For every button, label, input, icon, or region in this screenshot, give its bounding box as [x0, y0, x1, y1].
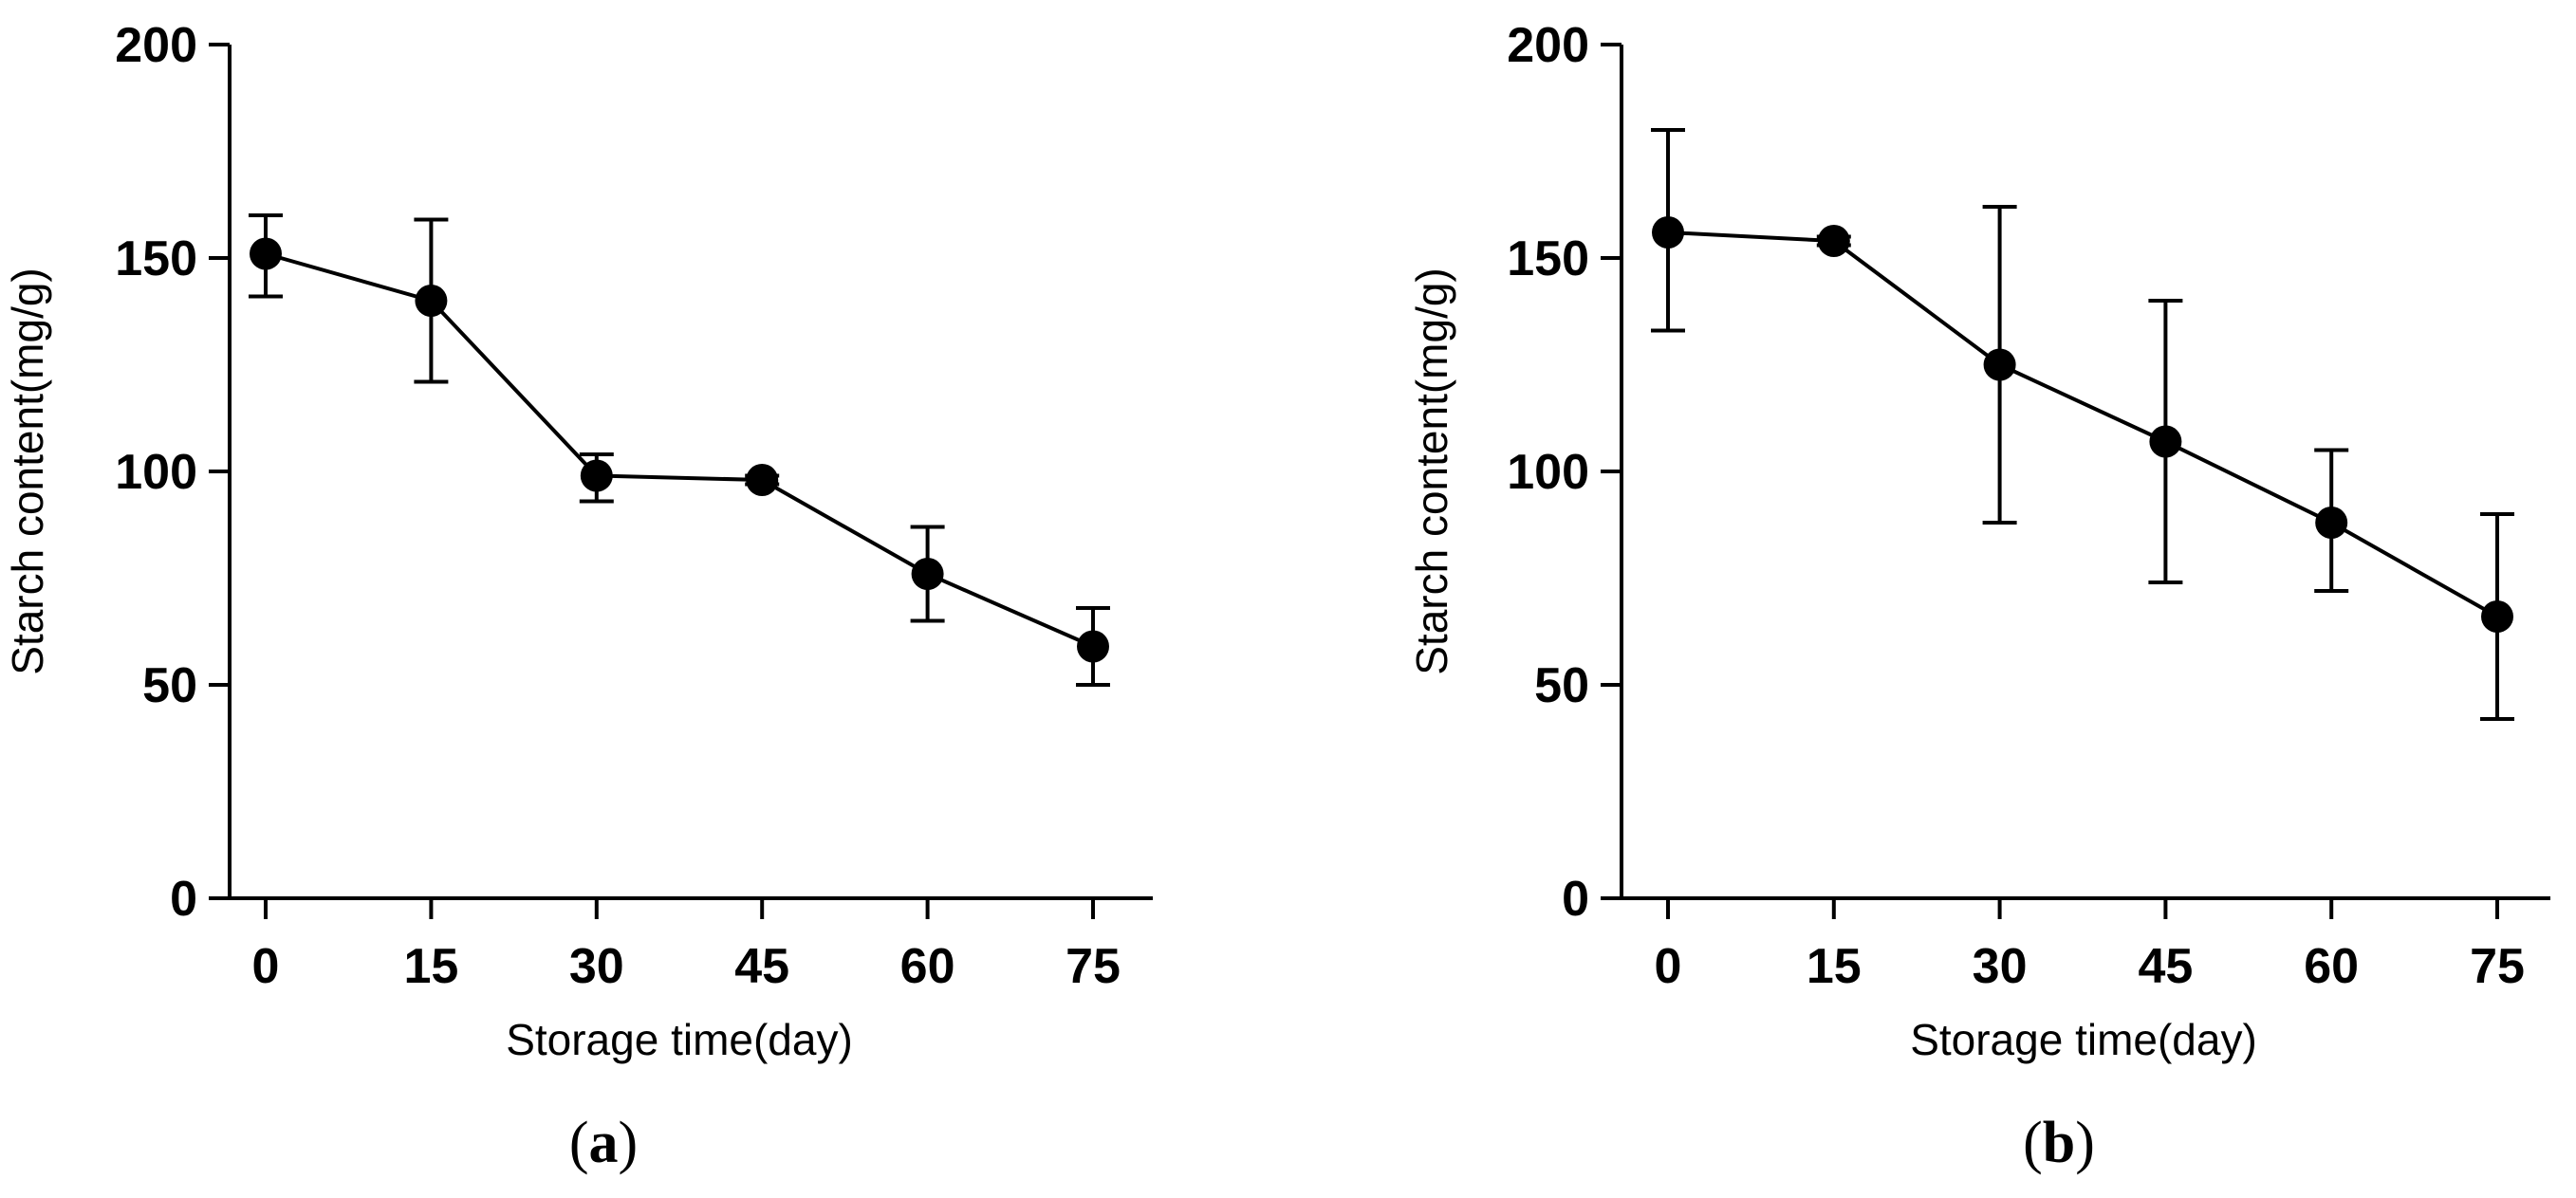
- data-point: [746, 464, 779, 496]
- series-line: [1667, 230, 2498, 618]
- chart-panel-b: 0 50 100 150 200 0 15 30 45 60 75 Starch content(mg…: [1288, 0, 2576, 1198]
- x-tick-label: 45: [2138, 939, 2193, 994]
- data-point: [580, 459, 613, 492]
- x-axis-label: Storage time(day): [1910, 1015, 2257, 1064]
- data-point: [250, 237, 282, 270]
- x-tick-label: 30: [1973, 939, 2028, 994]
- chart-panel-a: 0 50 100 150 200 0 15 30 45 60 75 Starch content(mg…: [3, 18, 1153, 1175]
- x-tick-label: 75: [2470, 939, 2525, 994]
- data-point: [415, 285, 448, 317]
- y-axis-label: Starch content(mg/g): [3, 267, 52, 675]
- data-point: [1077, 630, 1109, 663]
- data-point: [2315, 507, 2348, 539]
- y-tick-label: 100: [1507, 445, 1589, 500]
- y-tick-label: 0: [170, 872, 197, 927]
- data-point: [1983, 348, 2016, 381]
- y-tick-label: 100: [115, 445, 197, 500]
- y-tick-label: 50: [1534, 658, 1589, 713]
- x-tick-label: 75: [1066, 939, 1121, 994]
- data-point: [2149, 425, 2182, 458]
- panel-label: (b): [2023, 1111, 2095, 1175]
- panel-label: (a): [569, 1111, 638, 1175]
- x-tick-label: 0: [252, 939, 280, 994]
- series-line: [265, 251, 1094, 649]
- chart-a-svg: 0 50 100 150 200 0 15 30 45 60 75 Starch content(mg…: [3, 18, 1153, 1175]
- data-point: [1817, 225, 1850, 257]
- x-tick-label: 30: [569, 939, 624, 994]
- x-tick-label: 15: [1807, 939, 1862, 994]
- data-point: [911, 558, 944, 590]
- y-tick-label: 150: [115, 231, 197, 286]
- x-axis-label: Storage time(day): [506, 1015, 853, 1064]
- y-tick-label: 200: [115, 18, 197, 73]
- y-tick-label: 150: [1507, 231, 1589, 286]
- data-point: [2481, 600, 2513, 633]
- x-tick-label: 45: [734, 939, 789, 994]
- y-tick-label: 50: [142, 658, 197, 713]
- x-tick-label: 0: [1655, 939, 1682, 994]
- data-point: [1652, 216, 1684, 249]
- x-tick-label: 15: [403, 939, 458, 994]
- y-tick-label: 200: [1507, 18, 1589, 73]
- x-tick-label: 60: [900, 939, 955, 994]
- chart-b-svg: 0 50 100 150 200 0 15 30 45 60 75 Starch content(mg…: [1407, 18, 2550, 1175]
- y-tick-label: 0: [1562, 872, 1589, 927]
- x-tick-label: 60: [2304, 939, 2359, 994]
- y-axis-label: Starch content(mg/g): [1407, 267, 1456, 675]
